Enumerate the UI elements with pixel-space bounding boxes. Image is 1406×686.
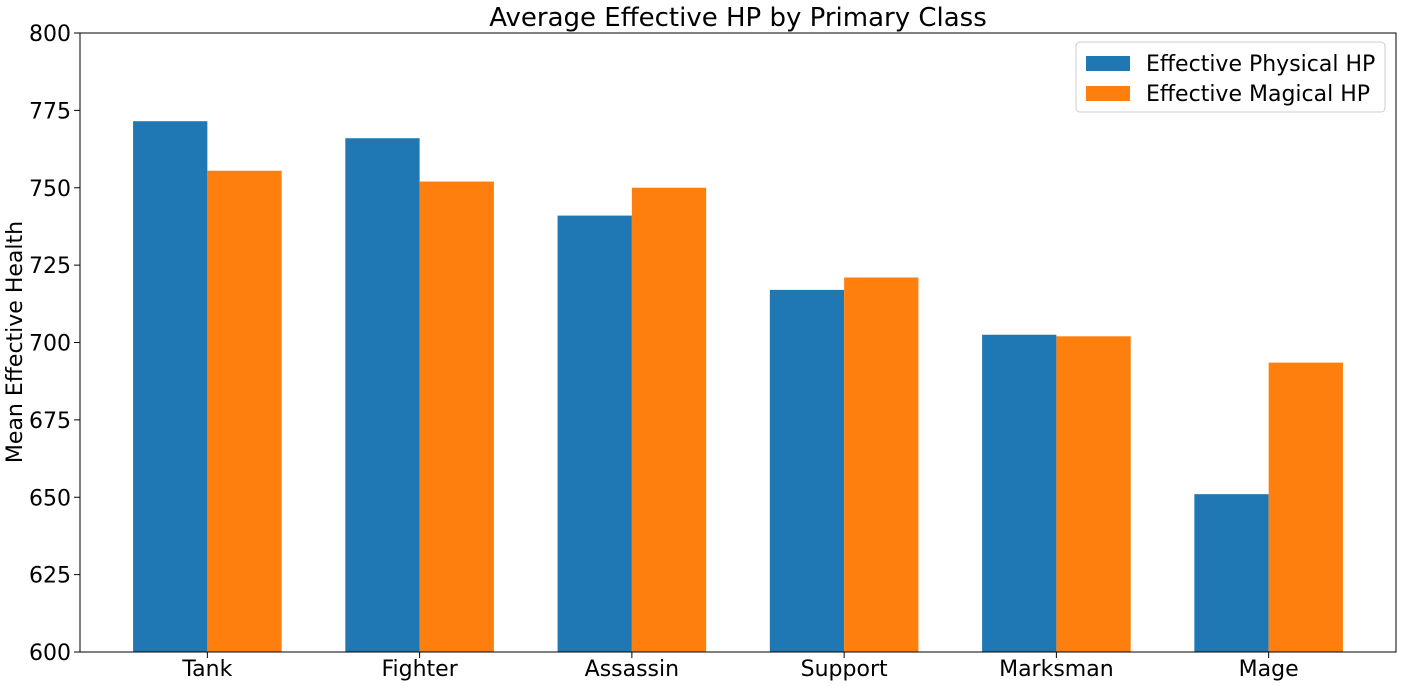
legend-label: Effective Magical HP — [1146, 82, 1370, 107]
legend-label: Effective Physical HP — [1146, 52, 1375, 77]
y-tick-label: 725 — [29, 254, 71, 279]
bar-physical-support — [769, 289, 845, 652]
y-tick-label: 675 — [29, 409, 71, 434]
legend-box — [1075, 41, 1386, 113]
y-tick-label: 750 — [29, 177, 71, 202]
bar-magical-mage — [1268, 362, 1343, 652]
bar-magical-assassin — [631, 187, 707, 652]
legend: Effective Physical HP Effective Magical H… — [1075, 41, 1386, 113]
y-tick-label: 625 — [29, 564, 71, 589]
legend-swatch — [1086, 86, 1130, 101]
plot-area-frame — [79, 32, 1397, 653]
chart-title: Average Effective HP by Primary Class — [489, 3, 987, 33]
x-tick-label: Support — [801, 657, 888, 682]
x-tick-label: Tank — [181, 657, 232, 682]
bar-magical-fighter — [419, 181, 494, 652]
bars-layer — [133, 121, 1343, 653]
y-axis-label: Mean Effective Health — [3, 221, 28, 463]
y-tick-label: 650 — [29, 486, 71, 511]
y-tick-label: 775 — [29, 99, 71, 124]
y-tick-label: 700 — [29, 332, 71, 357]
bar-magical-marksman — [1056, 336, 1131, 652]
bar-magical-tank — [207, 170, 282, 653]
bar-physical-fighter — [345, 138, 420, 653]
bar-physical-assassin — [557, 215, 632, 653]
bar-physical-marksman — [982, 334, 1057, 652]
bar-physical-mage — [1194, 494, 1269, 652]
bar-physical-tank — [133, 121, 208, 652]
legend-swatch — [1086, 56, 1130, 71]
bar-magical-support — [844, 277, 919, 652]
x-tick-label: Assassin — [585, 657, 679, 682]
y-tick-label: 800 — [29, 22, 71, 47]
ticks-layer: 600 625 650 675 700 725 750 775 800 Tank Fighter As… — [29, 22, 1299, 682]
x-tick-label: Marksman — [999, 657, 1114, 682]
x-tick-label: Mage — [1239, 657, 1299, 682]
x-tick-label: Fighter — [381, 657, 458, 682]
y-tick-label: 600 — [29, 641, 71, 666]
